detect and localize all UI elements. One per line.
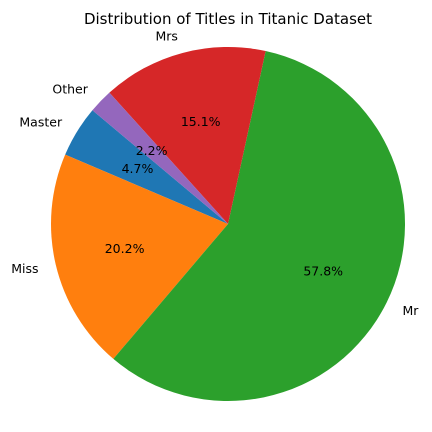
slice-percent-other: 2.2% — [136, 143, 168, 158]
slice-label-other: Other — [52, 81, 88, 96]
pie-slice-mrs — [109, 46, 266, 225]
slice-label-miss: Miss — [11, 261, 38, 276]
pie-slice-mr — [113, 51, 406, 402]
slice-percent-master: 4.7% — [122, 161, 154, 176]
slice-percent-miss: 20.2% — [105, 241, 145, 256]
slice-label-mrs: Mrs — [155, 28, 177, 43]
pie-slice-other — [92, 92, 228, 224]
pie-slice-miss — [51, 154, 229, 359]
pie-slices — [51, 46, 406, 402]
chart-title: Distribution of Titles in Titanic Datase… — [84, 10, 372, 28]
slice-label-mr: Mr — [403, 303, 420, 318]
pie-labels: Master 4.7% Miss 20.2% Mr 57.8% Mrs 15.1% Other 2… — [11, 28, 420, 318]
pie-slice-master — [65, 110, 228, 224]
slice-percent-mr: 57.8% — [303, 264, 343, 279]
slice-label-master: Master — [19, 115, 63, 130]
slice-percent-mrs: 15.1% — [181, 114, 221, 129]
